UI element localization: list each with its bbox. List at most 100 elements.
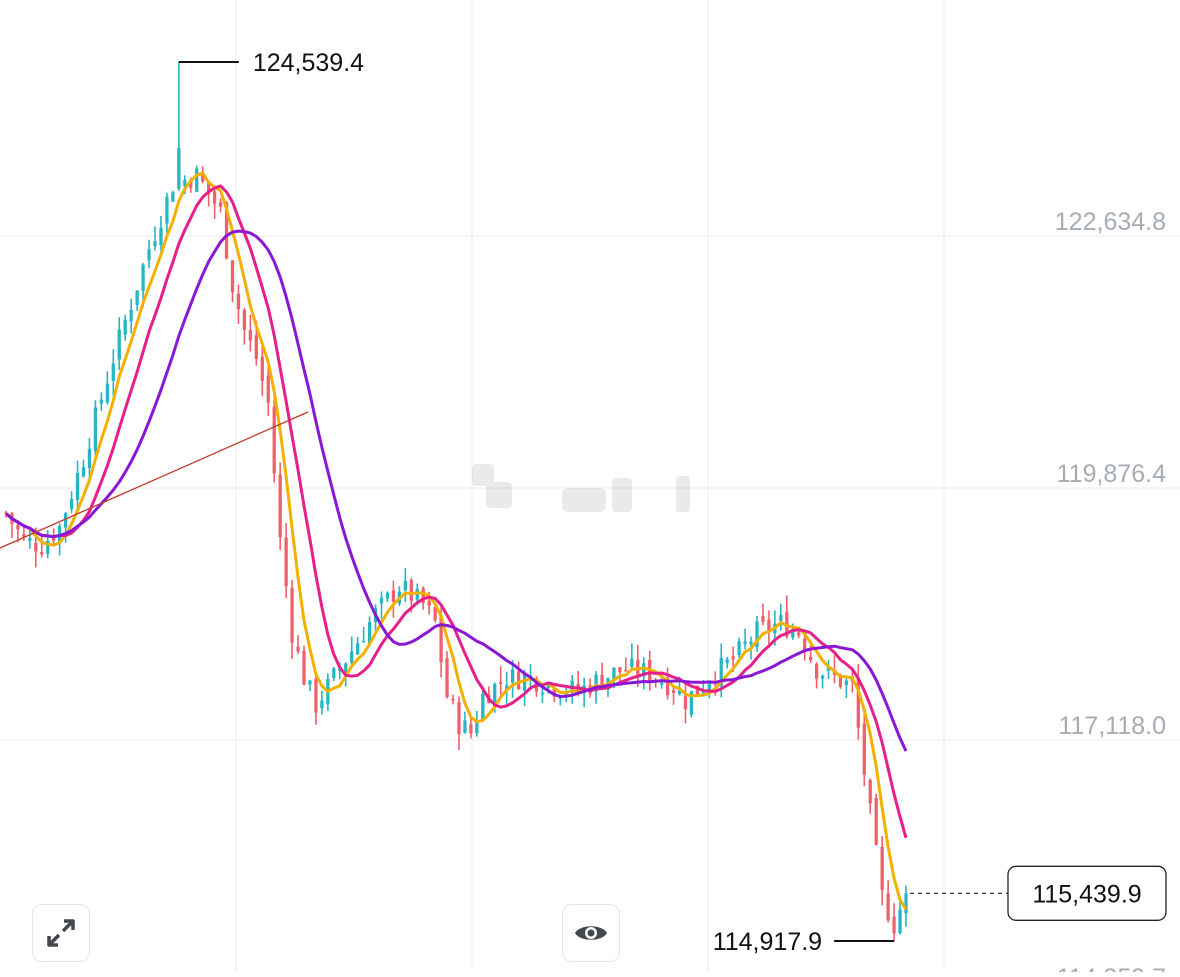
candle-body xyxy=(743,641,747,644)
candle-body xyxy=(105,383,109,403)
candle-body xyxy=(457,702,461,735)
candle-body xyxy=(505,685,509,690)
candle-body xyxy=(499,682,503,684)
candle-body xyxy=(856,679,860,728)
candle-body xyxy=(904,893,908,914)
candle-body xyxy=(367,622,372,644)
candle-body xyxy=(433,607,437,621)
y-tick-label: 119,876.4 xyxy=(1057,460,1166,488)
candle-body xyxy=(111,363,115,381)
candle-body xyxy=(898,909,902,934)
candle-body xyxy=(725,659,729,664)
candle-body xyxy=(797,632,801,636)
candle-body xyxy=(880,846,884,891)
candle-body xyxy=(260,356,264,381)
candle-body xyxy=(171,192,175,202)
candle-body xyxy=(737,641,741,655)
candle-body xyxy=(129,309,133,322)
candle-body xyxy=(296,646,300,652)
high-value-label: 124,539.4 xyxy=(253,49,364,77)
candle-body xyxy=(546,683,551,688)
candle-body xyxy=(189,181,193,188)
candle-body xyxy=(493,683,497,708)
ma-short-line xyxy=(5,171,908,911)
candle-body xyxy=(75,473,80,500)
candle-body xyxy=(314,678,318,713)
trend-line xyxy=(0,411,309,549)
candle-body xyxy=(820,675,825,679)
grid xyxy=(235,0,945,972)
candle-body xyxy=(320,700,324,709)
candle-body xyxy=(183,179,187,187)
y-tick-label: 122,634.8 xyxy=(1055,208,1166,236)
candle-body xyxy=(451,698,455,701)
candle-body xyxy=(272,407,276,474)
candle-body xyxy=(93,407,98,452)
candle-body xyxy=(117,329,121,360)
candle-body xyxy=(707,683,711,691)
candle-body xyxy=(558,697,562,699)
candle-body xyxy=(761,616,765,622)
candle-body xyxy=(212,191,217,204)
candle-body xyxy=(886,893,890,921)
candle-body xyxy=(207,182,211,195)
candle-body xyxy=(659,682,664,685)
candle-body xyxy=(40,552,44,555)
candle-body xyxy=(147,249,151,261)
candle-body xyxy=(600,674,604,688)
candle-body xyxy=(510,669,515,683)
candle-body xyxy=(16,524,20,530)
candle-body xyxy=(779,614,783,621)
candle-body xyxy=(791,629,795,638)
visibility-toggle-button[interactable] xyxy=(562,904,620,962)
candle-body xyxy=(87,449,92,469)
candle-body xyxy=(242,309,247,330)
candle-body xyxy=(683,695,688,710)
fullscreen-button[interactable] xyxy=(32,904,90,962)
candle-body xyxy=(230,260,235,293)
y-tick-label: 114,359.7 xyxy=(1057,964,1166,972)
candle-body xyxy=(689,691,694,715)
candle-body xyxy=(236,293,241,310)
candle-body xyxy=(308,680,312,685)
candle-body xyxy=(439,615,443,663)
candle-body xyxy=(135,290,139,305)
current-price-label: 115,439.9 xyxy=(1032,880,1141,908)
candle-body xyxy=(844,680,849,686)
candle-body xyxy=(630,658,634,667)
candle-body xyxy=(81,467,86,477)
candle-body xyxy=(445,658,449,698)
y-axis: 122,634.8 119,876.4 117,118.0 114,359.7 xyxy=(1055,208,1166,977)
candle-body xyxy=(385,592,390,599)
candle-body xyxy=(564,693,568,696)
candle-body xyxy=(755,621,759,647)
candle-body xyxy=(195,168,199,192)
candle-body xyxy=(826,666,831,671)
candle-body xyxy=(302,650,306,685)
candle-body xyxy=(278,474,282,538)
candle-body xyxy=(391,590,396,602)
candle-body xyxy=(332,668,336,679)
candle-body xyxy=(356,643,360,655)
candle-body xyxy=(159,227,163,246)
candle-body xyxy=(463,720,467,733)
candles xyxy=(4,62,908,941)
ma-mid-line xyxy=(5,184,908,839)
candle-body xyxy=(4,512,8,515)
candle-body xyxy=(254,335,258,359)
candle-body xyxy=(719,657,723,687)
candle-body xyxy=(344,663,348,675)
h-grid xyxy=(0,235,1180,741)
candle-body xyxy=(868,779,872,804)
candle-body xyxy=(522,674,527,691)
candle-body xyxy=(63,513,68,528)
candle-body xyxy=(808,656,813,661)
candle-body xyxy=(612,667,616,680)
candle-body xyxy=(665,677,670,696)
candle-body xyxy=(469,724,473,734)
candle-body xyxy=(177,147,181,189)
candle-body xyxy=(552,687,556,697)
candle-body xyxy=(421,588,425,604)
moving-averages xyxy=(5,171,908,911)
